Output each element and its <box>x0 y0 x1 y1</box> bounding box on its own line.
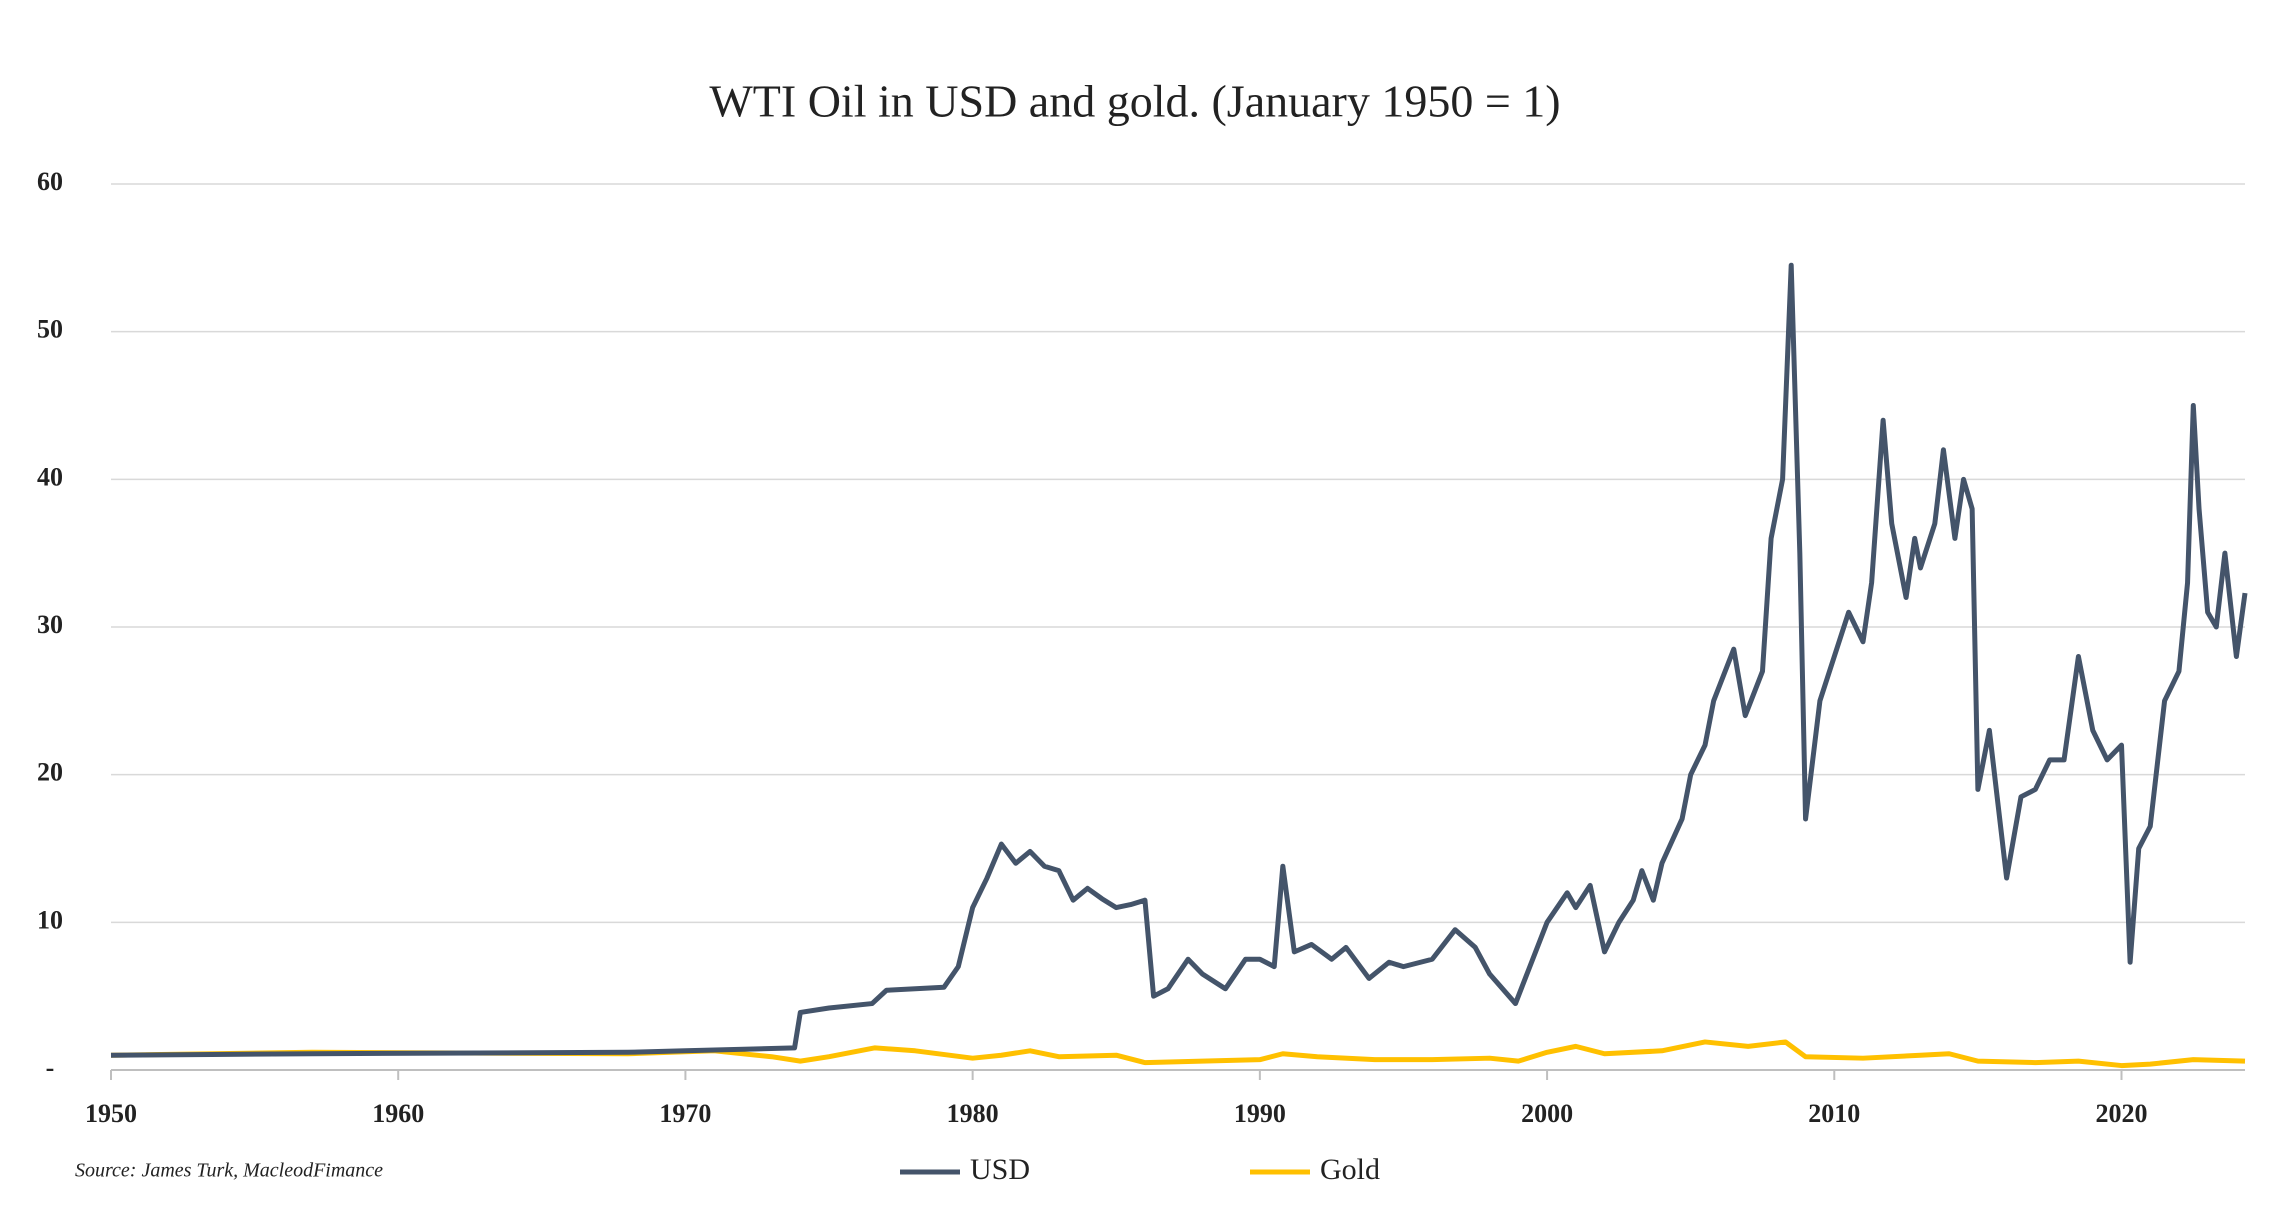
x-tick-label: 2020 <box>2095 1099 2147 1128</box>
x-tick-label: 1990 <box>1234 1099 1286 1128</box>
legend-label: Gold <box>1320 1153 1380 1186</box>
source-note: Source: James Turk, MacleodFimance <box>75 1160 383 1182</box>
series-line <box>110 262 2248 1058</box>
y-tick-label: - <box>46 1053 55 1082</box>
y-tick-label: 50 <box>37 315 63 344</box>
y-tick-label: 10 <box>37 905 63 934</box>
x-tick-label: 1970 <box>659 1099 711 1128</box>
y-tick-label: 60 <box>37 167 63 196</box>
y-tick-label: 30 <box>37 610 63 639</box>
x-tick-label: 1960 <box>372 1099 424 1128</box>
chart-title: WTI Oil in USD and gold. (January 1950 =… <box>709 76 1560 127</box>
x-tick-label: 2010 <box>1808 1099 1860 1128</box>
series-line <box>110 1039 2246 1069</box>
y-tick-label: 40 <box>37 462 63 491</box>
legend-label: USD <box>970 1153 1030 1186</box>
x-tick-label: 2000 <box>1521 1099 1573 1128</box>
y-tick-label: 20 <box>37 758 63 787</box>
x-tick-label: 1980 <box>947 1099 999 1128</box>
x-tick-label: 1950 <box>85 1099 137 1128</box>
